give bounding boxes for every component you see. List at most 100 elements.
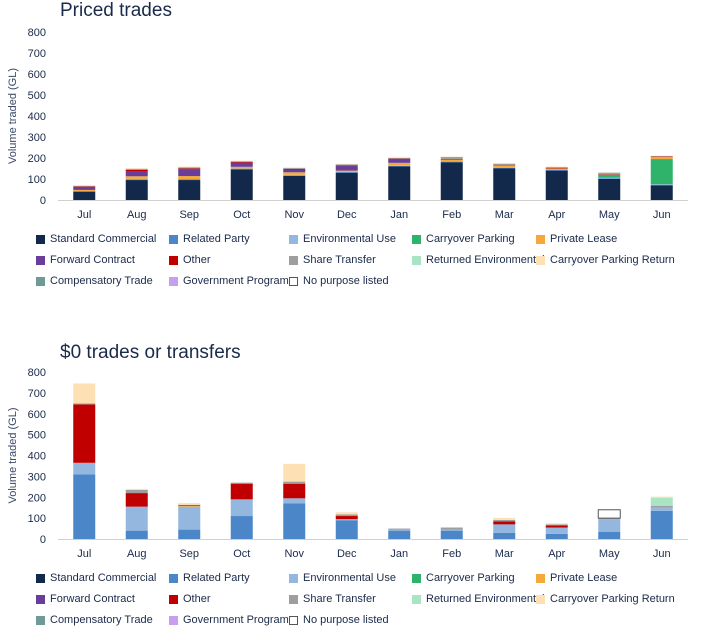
y-tick-label: 700 xyxy=(28,48,46,60)
legend-item: Standard Commercial xyxy=(36,571,156,585)
bar-segment xyxy=(650,496,673,498)
bar-segment xyxy=(493,524,516,533)
x-tick-label: Apr xyxy=(548,209,565,221)
legend-label: Environmental Use xyxy=(303,233,396,245)
bar-segment xyxy=(335,170,358,172)
bar-stack-aug xyxy=(125,488,148,539)
bar-stack-nov xyxy=(283,167,306,200)
x-tick-label: Nov xyxy=(284,548,304,560)
x-tick-label: Dec xyxy=(337,548,357,560)
bar-segment xyxy=(283,481,306,484)
y-tick-label: 600 xyxy=(28,409,46,421)
bar-segment xyxy=(598,173,621,175)
legend-swatch xyxy=(289,573,298,583)
legend-item: Carryover Parking Return xyxy=(536,253,675,267)
bar-segment xyxy=(598,519,621,532)
legend-item: Standard Commercial xyxy=(36,232,156,246)
y-axis-label: Volume traded (GL) xyxy=(7,68,19,164)
x-tick-label: Feb xyxy=(442,548,461,560)
bar-stack-sep xyxy=(178,166,201,200)
bar-segment xyxy=(283,167,306,168)
bar-segment xyxy=(598,518,621,520)
bar-segment xyxy=(493,520,516,522)
bar-segment xyxy=(545,170,568,200)
bar-segment xyxy=(335,514,358,517)
bar-segment xyxy=(73,474,96,539)
bar-segment xyxy=(125,530,148,539)
bar-segment xyxy=(650,507,673,511)
bar-segment xyxy=(125,178,148,180)
bar-segment xyxy=(545,168,568,170)
bar-segment xyxy=(545,523,568,525)
bar-segment xyxy=(545,167,568,169)
legend-item: Other xyxy=(169,592,211,606)
bar-segment xyxy=(597,509,621,519)
legend-label: Forward Contract xyxy=(50,254,135,266)
legend-item: Carryover Parking xyxy=(412,571,515,585)
x-tick-label: Feb xyxy=(442,209,461,221)
legend-item: Carryover Parking Return xyxy=(536,592,675,606)
bar-stack-apr xyxy=(545,523,568,539)
legend-swatch xyxy=(412,234,421,244)
bar-segment xyxy=(73,404,96,463)
bar-stack-mar xyxy=(493,163,516,200)
legend-swatch xyxy=(289,615,298,625)
y-tick-label: 300 xyxy=(28,132,46,144)
y-tick-label: 300 xyxy=(28,471,46,483)
bar-segment xyxy=(650,156,673,157)
bar-segment xyxy=(650,510,673,539)
legend-item: Environmental Use xyxy=(289,571,396,585)
legend-label: Private Lease xyxy=(550,233,618,245)
bar-segment xyxy=(283,174,306,176)
bar-segment xyxy=(388,528,411,530)
y-tick-label: 100 xyxy=(28,174,46,186)
bar-segment xyxy=(440,156,463,160)
legend-swatch xyxy=(36,594,45,604)
bar-segment xyxy=(178,503,201,505)
bar-stack-may xyxy=(597,509,621,539)
bar-segment xyxy=(230,168,253,169)
bar-stack-feb xyxy=(440,156,463,200)
bar-segment xyxy=(230,483,253,500)
bar-segment xyxy=(650,497,673,507)
legend-swatch xyxy=(536,234,545,244)
bar-segment xyxy=(178,180,201,200)
bar-segment xyxy=(230,161,253,163)
legend-swatch xyxy=(36,615,45,625)
bar-segment xyxy=(335,165,358,171)
zero-trades-panel: $0 trades or transfers Volume traded (GL… xyxy=(0,338,701,643)
bar-segment xyxy=(283,167,306,169)
bar-segment xyxy=(73,185,96,186)
legend-label: Carryover Parking xyxy=(426,572,515,584)
bar-segment xyxy=(493,517,516,521)
bar-segment xyxy=(125,171,148,177)
bar-stack-jan xyxy=(388,157,411,200)
x-tick-label: Nov xyxy=(284,209,304,221)
x-tick-label: May xyxy=(599,209,620,221)
legend-label: Other xyxy=(183,593,211,605)
legend-swatch xyxy=(36,255,45,265)
bar-segment xyxy=(650,185,673,200)
legend-swatch xyxy=(169,255,178,265)
bar-stack-mar xyxy=(493,517,516,539)
bar-segment xyxy=(335,172,358,200)
bar-segment xyxy=(598,178,621,179)
bar-segment xyxy=(335,165,358,166)
bar-segment xyxy=(650,184,673,186)
bar-segment xyxy=(545,527,568,534)
legend-item: Related Party xyxy=(169,571,250,585)
x-tick-label: Jan xyxy=(390,548,408,560)
bar-segment xyxy=(178,179,201,180)
bar-segment xyxy=(388,157,411,158)
bar-segment xyxy=(545,168,568,169)
bar-segment xyxy=(73,191,96,200)
legend-swatch xyxy=(536,573,545,583)
bar-segment xyxy=(73,190,96,192)
legend-swatch xyxy=(36,276,45,286)
bar-segment xyxy=(230,169,253,200)
legend-label: Related Party xyxy=(183,572,250,584)
bar-stack-feb xyxy=(440,527,463,539)
bar-segment xyxy=(388,165,411,167)
bar-segment xyxy=(230,162,253,167)
bar-segment xyxy=(230,499,253,517)
